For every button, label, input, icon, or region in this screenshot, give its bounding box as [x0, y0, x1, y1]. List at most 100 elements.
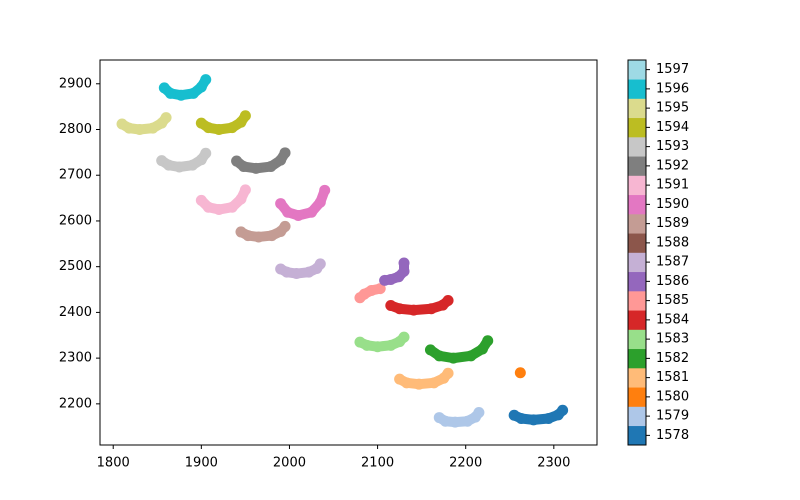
point [202, 201, 214, 213]
y-tick-label: 2500 [59, 259, 92, 274]
point [282, 206, 294, 218]
colorbar-tick-label: 1597 [656, 62, 689, 77]
colorbar-cell [628, 233, 646, 253]
point [319, 184, 331, 196]
point [398, 257, 410, 269]
point [305, 206, 317, 218]
point [361, 339, 373, 351]
colorbar-cell [628, 368, 646, 388]
colorbar-tick-label: 1591 [656, 178, 689, 193]
y-tick-label: 2800 [59, 122, 92, 137]
point [226, 201, 238, 213]
point [266, 230, 278, 242]
point [200, 74, 212, 86]
x-tick-label: 2300 [537, 456, 570, 471]
colorbar-tick-label: 1581 [656, 370, 689, 385]
colorbar-tick-label: 1584 [656, 312, 689, 327]
point [253, 231, 265, 243]
point [439, 415, 451, 427]
colorbar-cell [628, 79, 646, 99]
colorbar-tick-label: 1578 [656, 428, 689, 443]
point [250, 162, 262, 174]
point [374, 283, 386, 295]
point [425, 303, 437, 315]
x-tick-label: 2100 [361, 456, 394, 471]
point [291, 268, 303, 280]
colorbar-tick-label: 1587 [656, 255, 689, 270]
colorbar-cell [628, 98, 646, 119]
colorbar-tick-label: 1580 [656, 389, 689, 404]
x-tick-label: 1800 [97, 456, 130, 471]
point [200, 147, 212, 159]
point [473, 407, 485, 419]
point [173, 161, 185, 173]
point [275, 198, 287, 210]
point [449, 416, 461, 428]
x-tick-label: 2200 [449, 456, 482, 471]
colorbar-cell [628, 60, 646, 80]
colorbar-tick-label: 1593 [656, 139, 689, 154]
colorbar-cell [628, 194, 646, 215]
point [226, 122, 238, 134]
point [413, 378, 425, 390]
point [398, 331, 410, 343]
point [465, 350, 477, 362]
point [175, 89, 187, 101]
point [528, 414, 540, 426]
point [442, 367, 454, 379]
colorbar-cell [628, 117, 646, 138]
colorbar-tick-label: 1589 [656, 216, 689, 231]
point [482, 335, 494, 347]
point [401, 377, 413, 389]
point [557, 404, 569, 416]
x-tick-label: 1900 [185, 456, 218, 471]
point [385, 339, 397, 351]
point [202, 122, 214, 134]
point [147, 122, 159, 134]
y-tick-label: 2700 [59, 168, 92, 183]
point [123, 122, 135, 134]
colorbar-cell [628, 425, 646, 446]
point [292, 209, 304, 221]
colorbar-cell [628, 406, 646, 427]
point [279, 147, 291, 159]
point [238, 161, 250, 173]
colorbar-cell [628, 175, 646, 196]
point [213, 124, 225, 136]
point [314, 258, 326, 270]
colorbar-tick-label: 1592 [656, 158, 689, 173]
colorbar-tick-label: 1590 [656, 197, 689, 212]
y-tick-label: 2200 [59, 396, 92, 411]
colorbar-cell [628, 137, 646, 157]
point [514, 367, 526, 379]
point [428, 377, 440, 389]
colorbar-tick-label: 1582 [656, 351, 689, 366]
point [163, 159, 175, 171]
point [213, 204, 225, 216]
colorbar-cell [628, 348, 646, 369]
y-tick-label: 2900 [59, 76, 92, 91]
colorbar-tick-label: 1595 [656, 101, 689, 116]
x-tick-label: 2000 [273, 456, 306, 471]
point [242, 230, 254, 242]
point [543, 412, 555, 424]
colorbar-tick-label: 1579 [656, 409, 689, 424]
point [239, 110, 251, 122]
point [372, 341, 384, 353]
point [385, 300, 397, 312]
point [314, 196, 326, 208]
colorbar-cell [628, 252, 646, 273]
point [160, 112, 172, 124]
point [164, 87, 176, 99]
axes-frame [99, 59, 598, 446]
colorbar-cell [628, 387, 646, 407]
y-tick-label: 2300 [59, 351, 92, 366]
point [187, 87, 199, 99]
point [476, 343, 488, 355]
point [195, 194, 207, 206]
point [265, 161, 277, 173]
point [408, 304, 420, 316]
point [365, 284, 377, 296]
point [424, 344, 436, 356]
colorbar-cell [628, 156, 646, 176]
